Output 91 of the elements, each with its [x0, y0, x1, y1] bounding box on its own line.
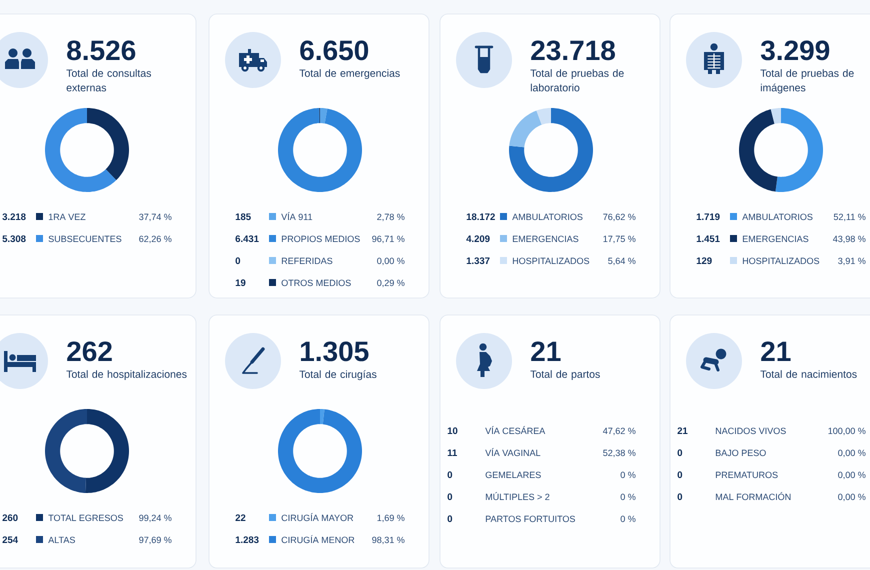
text: 0 [448, 493, 452, 500]
chart-subtitle: Total de cirugías [299, 370, 376, 380]
chart-subtitle: Total de consultas externas [66, 69, 152, 92]
text: 97,69 % [139, 536, 172, 544]
text: Total de partos [530, 370, 600, 380]
text: 10 [448, 427, 458, 434]
chart-title: 262 [67, 341, 112, 362]
text: VÍA VAGINAL [485, 448, 540, 456]
data-label: 5.308 [2, 235, 26, 242]
chart-title: 6.650 [300, 40, 368, 60]
chart-subtitle: Total de pruebas de imágenes [760, 69, 854, 94]
data-label: 1.451 [696, 235, 720, 242]
text: 98,31 % [372, 536, 404, 544]
text: 52,11 % [834, 214, 866, 222]
chart-subtitle: Total de emergencias [299, 69, 400, 79]
legend-label: AMBULATORIOS [512, 214, 582, 220]
data-label: 1.337 [466, 257, 490, 264]
text: PREMATUROS [716, 472, 778, 478]
legend-label: OTROS MEDIOS [282, 280, 351, 286]
data-label: 260 [2, 514, 18, 522]
text: 21 [761, 341, 791, 361]
chart-title: 8.526 [67, 40, 136, 60]
text: 11 [448, 449, 457, 456]
legend-label: HOSPITALIZADOS [742, 258, 820, 264]
text: MAL FORMACIÓN [716, 492, 790, 500]
legend-label: VÍA 911 [281, 212, 312, 220]
text: 0 % [620, 472, 636, 478]
text: 0,00 % [838, 494, 866, 502]
text: MÚLTIPLES > 2 [486, 492, 550, 500]
text: VÍA CESÁREA [485, 426, 546, 434]
data-label: 22 [236, 514, 246, 521]
text: 62,26 % [139, 236, 172, 244]
text: GEMELARES [486, 472, 541, 478]
text: NACIDOS VIVOS [716, 428, 786, 434]
text: PARTOS FORTUITOS [486, 516, 575, 522]
chart-title: 3.299 [760, 40, 830, 60]
text: 0,00 % [838, 472, 866, 480]
data-label: 254 [2, 536, 18, 544]
legend-label: AMBULATORIOS [742, 214, 812, 220]
text: 0,00 % [377, 258, 404, 266]
legend-label: ALTAS [48, 536, 75, 544]
data-label: 4.209 [466, 235, 490, 242]
text: 99,24 % [139, 514, 172, 522]
data-label: 3.218 [2, 213, 26, 220]
data-label: 19 [236, 279, 246, 286]
text: 0,00 % [838, 450, 866, 458]
chart-title: 1.305 [300, 341, 368, 362]
legend-label: TOTAL EGRESOS [48, 514, 123, 522]
legend-label: 1RA VEZ [48, 214, 86, 220]
data-label: 18.172 [466, 213, 495, 220]
legend-label: CIRUGÍA MAYOR [282, 513, 354, 522]
legend-label: EMERGENCIAS [512, 236, 578, 242]
text: 0 [448, 471, 452, 478]
legend-label: CIRUGÍA MENOR [282, 535, 354, 544]
legend-label: SUBSECUENTES [48, 236, 122, 242]
text: 2,78 % [377, 214, 404, 222]
text: 0 [678, 471, 682, 478]
text: 21 [531, 341, 561, 361]
legend-label: HOSPITALIZADOS [512, 258, 590, 264]
text: 76,62 % [603, 214, 636, 222]
text: 43,98 % [832, 236, 866, 244]
legend-label: PROPIOS MEDIOS [282, 236, 360, 242]
data-label: 129 [696, 257, 712, 264]
text: 0 [236, 257, 240, 264]
chart-subtitle: Total de pruebas de laboratorio [530, 69, 624, 92]
text: 100,00 % [828, 428, 866, 436]
data-label: 1.283 [236, 536, 259, 544]
text: 52,38 % [603, 450, 636, 458]
text: Total de nacimientos [760, 370, 857, 378]
text: 0,29 % [377, 280, 404, 288]
text: 37,74 % [139, 214, 172, 222]
text: 96,71 % [372, 236, 404, 244]
chart-subtitle: Total de hospitalizaciones [66, 370, 187, 380]
legend-label: EMERGENCIAS [742, 236, 808, 242]
text: 5,64 % [608, 258, 636, 266]
data-label: 185 [236, 213, 251, 220]
text: 0 [678, 493, 682, 500]
text: 47,62 % [602, 428, 636, 436]
chart-title: 23.718 [531, 40, 615, 60]
text: 21 [678, 427, 688, 434]
text: BAJO PESO [716, 450, 766, 456]
text: 1,69 % [377, 514, 404, 522]
data-label: 6.431 [236, 235, 259, 242]
text: 3,91 % [838, 258, 866, 266]
text: 17,75 % [603, 236, 636, 244]
text: 0 % [620, 494, 636, 500]
text: 0 % [620, 516, 636, 522]
legend-label: REFERIDAS [282, 258, 332, 264]
text: 0 [678, 449, 682, 456]
text: 0 [448, 515, 452, 522]
data-label: 1.719 [696, 213, 720, 220]
